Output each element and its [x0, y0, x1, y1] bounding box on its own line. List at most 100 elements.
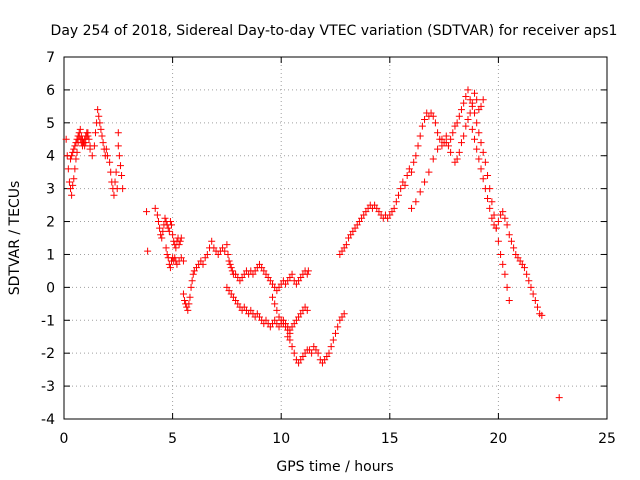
data-point	[325, 349, 333, 357]
data-point	[114, 142, 122, 150]
data-point	[186, 293, 194, 301]
data-point	[91, 129, 99, 137]
data-point	[75, 129, 83, 137]
data-point	[412, 198, 420, 206]
data-point	[414, 142, 422, 150]
data-point	[68, 152, 76, 160]
y-tick-label: 5	[46, 116, 55, 132]
y-tick-label: 3	[46, 182, 55, 198]
x-tick-label: 0	[60, 431, 69, 447]
data-point	[172, 244, 180, 252]
data-point	[116, 162, 124, 170]
data-point	[71, 142, 79, 150]
data-point	[523, 270, 531, 278]
data-point	[503, 221, 511, 229]
data-point	[94, 106, 102, 114]
data-point	[269, 293, 277, 301]
x-axis-tick-labels: 0 5 10 15 20 25	[60, 431, 616, 447]
data-point	[171, 254, 179, 262]
data-point	[208, 237, 216, 245]
data-point	[501, 214, 509, 222]
y-axis-tick-labels: -4 -3 -2 -1 0 1 2 3 4 5 6 7	[41, 50, 55, 428]
data-point	[188, 277, 196, 285]
data-point	[434, 145, 442, 153]
data-point	[118, 171, 126, 179]
data-point	[442, 139, 450, 147]
data-point	[223, 241, 231, 249]
data-point	[169, 231, 177, 239]
data-point	[203, 250, 211, 258]
data-point	[449, 129, 457, 137]
data-point	[84, 132, 92, 140]
data-point	[477, 139, 485, 147]
data-point	[431, 119, 439, 127]
data-point	[403, 171, 411, 179]
data-point	[531, 297, 539, 305]
data-point	[98, 132, 106, 140]
data-point	[494, 237, 502, 245]
data-point	[397, 185, 405, 193]
data-point	[184, 306, 192, 314]
data-point	[442, 132, 450, 140]
data-point	[303, 306, 311, 314]
data-point	[70, 175, 78, 183]
y-tick-label: -3	[41, 379, 55, 395]
data-point	[161, 214, 169, 222]
data-point	[76, 125, 84, 133]
data-point	[69, 148, 77, 156]
data-point	[187, 283, 195, 291]
data-point	[497, 250, 505, 258]
data-point	[81, 135, 89, 143]
data-point	[95, 112, 103, 120]
data-point	[481, 158, 489, 166]
data-point	[114, 129, 122, 137]
data-point	[464, 86, 472, 94]
data-point	[189, 270, 197, 278]
data-point	[69, 181, 77, 189]
data-point	[481, 185, 489, 193]
y-tick-label: 2	[46, 215, 55, 231]
data-point	[425, 168, 433, 176]
data-point	[390, 204, 398, 212]
data-point	[455, 148, 463, 156]
data-point	[457, 106, 465, 114]
data-point	[453, 119, 461, 127]
data-point	[471, 89, 479, 97]
data-point	[488, 214, 496, 222]
data-point	[471, 135, 479, 143]
gridlines	[64, 57, 607, 419]
data-point	[332, 329, 339, 337]
data-point	[501, 270, 509, 278]
data-point	[314, 349, 322, 357]
data-point	[162, 244, 170, 252]
data-point	[71, 165, 79, 173]
data-point	[199, 260, 207, 268]
data-point	[163, 250, 171, 258]
data-point	[112, 168, 120, 176]
data-point	[80, 139, 88, 147]
data-point	[342, 241, 350, 249]
data-point	[96, 119, 104, 127]
data-point	[477, 165, 485, 173]
data-point	[224, 250, 232, 258]
data-point	[416, 132, 424, 140]
data-point	[520, 264, 528, 272]
data-point	[479, 96, 487, 104]
data-point	[466, 109, 474, 117]
data-point	[484, 171, 492, 179]
data-point	[462, 92, 470, 100]
data-point	[119, 185, 127, 193]
data-point	[479, 148, 487, 156]
data-point	[408, 168, 416, 176]
data-point	[151, 204, 159, 212]
data-point	[68, 191, 76, 199]
data-point	[460, 132, 468, 140]
data-point	[408, 204, 416, 212]
data-point	[144, 247, 152, 255]
data-point	[86, 145, 94, 153]
data-point	[308, 349, 316, 357]
data-point	[447, 135, 455, 143]
data-point	[447, 148, 455, 156]
data-point	[65, 178, 73, 186]
y-tick-label: 4	[46, 149, 55, 165]
